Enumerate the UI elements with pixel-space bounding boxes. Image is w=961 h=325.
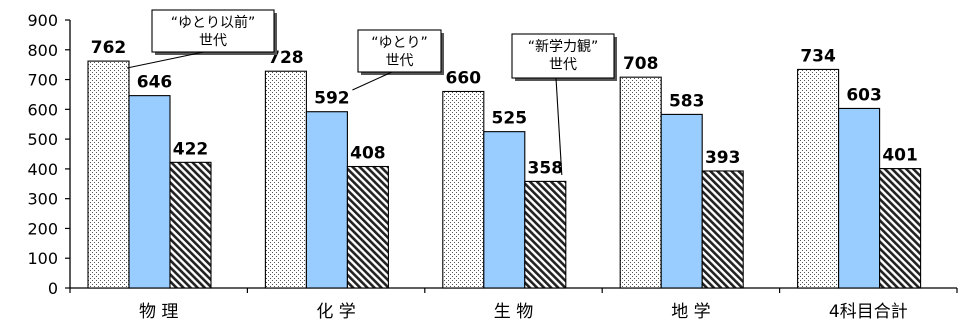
callout-box: [357, 29, 442, 73]
callout-text: “新学力観”: [528, 38, 599, 55]
callout-2: “ゆとり” 世代: [352, 29, 444, 91]
category-label: 物 理: [139, 302, 178, 322]
data-labels: 762 728 660 708 734 646 592 525 583 603 422 408 358 3…: [91, 38, 918, 178]
bar-series-2: [128, 95, 171, 289]
category-label: 化 学: [316, 302, 355, 322]
bar-series-2: [838, 107, 881, 289]
data-label: 762: [91, 38, 127, 58]
y-tick-label: 800: [27, 41, 58, 60]
data-label: 603: [846, 85, 882, 105]
bar-series-2: [660, 113, 703, 289]
data-label: 422: [173, 139, 209, 159]
callout-text: “ゆとり以前”: [171, 14, 256, 31]
bar-series-1: [442, 90, 485, 289]
bar-series-3: [346, 165, 389, 289]
bar-series-1: [797, 68, 840, 289]
callout-text: “ゆとり”: [371, 35, 428, 51]
bar-series-1: [619, 76, 662, 289]
legend-callouts: “ゆとり以前” 世代 “ゆとり” 世代 “新学力観” 世代: [126, 9, 617, 176]
callout-text: 世代: [549, 57, 577, 73]
data-label: 525: [492, 109, 528, 129]
callout-text: 世代: [199, 33, 227, 49]
y-tick-label: 0: [48, 279, 58, 298]
callout-3: “新学力観” 世代: [511, 33, 617, 176]
bar-series-1: [264, 70, 307, 289]
y-tick-label: 300: [27, 190, 58, 209]
category-label: 地 学: [671, 302, 710, 322]
callout-1: “ゆとり以前” 世代: [126, 9, 277, 69]
callout-box: [511, 33, 615, 79]
x-axis: 物 理 化 学 生 物 地 学 4科目合計: [69, 287, 958, 322]
callout-pointer: [352, 71, 393, 91]
y-axis: 0 100 200 300 400 500 600 700 800 900: [27, 11, 71, 298]
callout-box: [151, 9, 275, 53]
bar-series-3: [879, 168, 922, 289]
callout-text: 世代: [386, 53, 414, 69]
data-label: 708: [623, 54, 659, 74]
bar-series-2: [483, 131, 526, 289]
category-label: 4科目合計: [829, 302, 908, 322]
bar-series-2: [305, 111, 348, 289]
data-label: 393: [705, 148, 741, 168]
data-label: 401: [882, 146, 918, 166]
data-label: 646: [137, 73, 173, 93]
data-label: 592: [314, 89, 350, 109]
data-label: 358: [528, 158, 564, 178]
y-tick-label: 600: [27, 100, 58, 119]
data-label: 583: [669, 91, 705, 111]
data-label: 734: [800, 46, 836, 66]
y-tick-label: 700: [27, 71, 58, 90]
category-label: 生 物: [494, 302, 533, 322]
y-tick-label: 200: [27, 219, 58, 238]
bar-series-3: [701, 170, 744, 289]
bars: [87, 60, 922, 289]
bar-series-1: [87, 60, 130, 289]
bar-series-3: [524, 180, 567, 289]
data-label: 408: [350, 144, 386, 164]
bar-series-3: [169, 161, 212, 289]
y-tick-label: 500: [27, 130, 58, 149]
y-tick-label: 900: [27, 11, 58, 30]
y-tick-label: 400: [27, 160, 58, 179]
data-label: 660: [446, 68, 482, 88]
data-label: 728: [268, 48, 304, 68]
callout-pointer: [555, 77, 563, 176]
y-tick-label: 100: [27, 249, 58, 268]
